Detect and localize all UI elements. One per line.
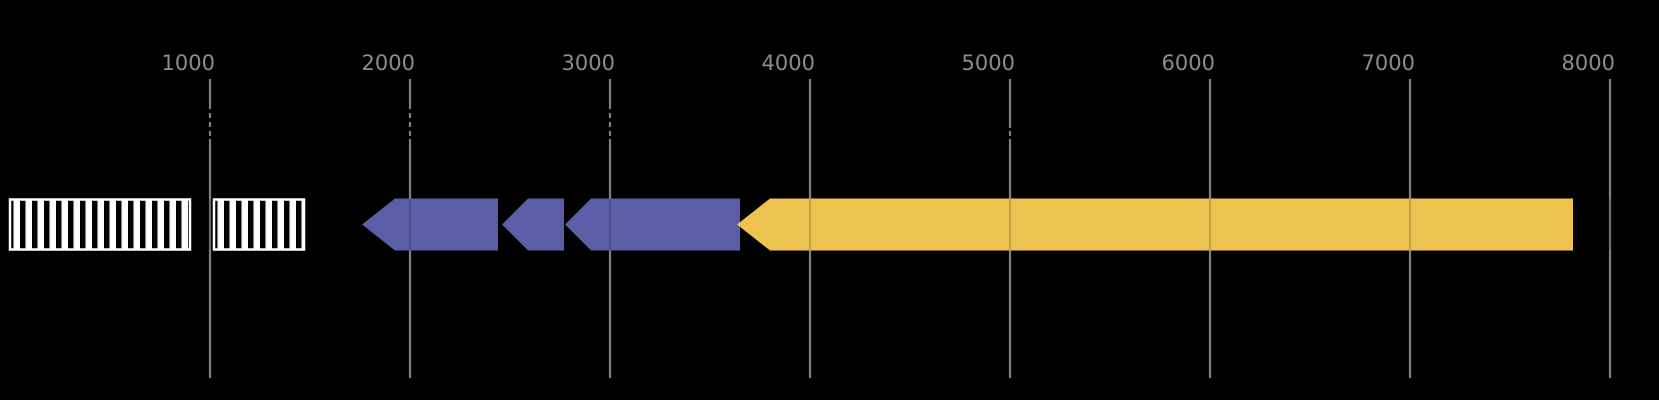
tick-label-8000: 8000 bbox=[1562, 51, 1615, 75]
tick-label-3000: 3000 bbox=[562, 51, 615, 75]
tick-label-6000: 6000 bbox=[1162, 51, 1215, 75]
hatched-region-1 bbox=[8, 198, 192, 251]
gene-arrow-1 bbox=[362, 198, 498, 251]
gene-arrow-2 bbox=[502, 198, 564, 251]
tick-label-7000: 7000 bbox=[1362, 51, 1415, 75]
hatched-region-2 bbox=[212, 198, 306, 251]
gene-arrow-4 bbox=[737, 198, 1573, 251]
tick-label-4000: 4000 bbox=[762, 51, 815, 75]
tick-label-2000: 2000 bbox=[362, 51, 415, 75]
tick-label-5000: 5000 bbox=[962, 51, 1015, 75]
tick-label-1000: 1000 bbox=[162, 51, 215, 75]
gene-arrow-3 bbox=[565, 198, 740, 251]
